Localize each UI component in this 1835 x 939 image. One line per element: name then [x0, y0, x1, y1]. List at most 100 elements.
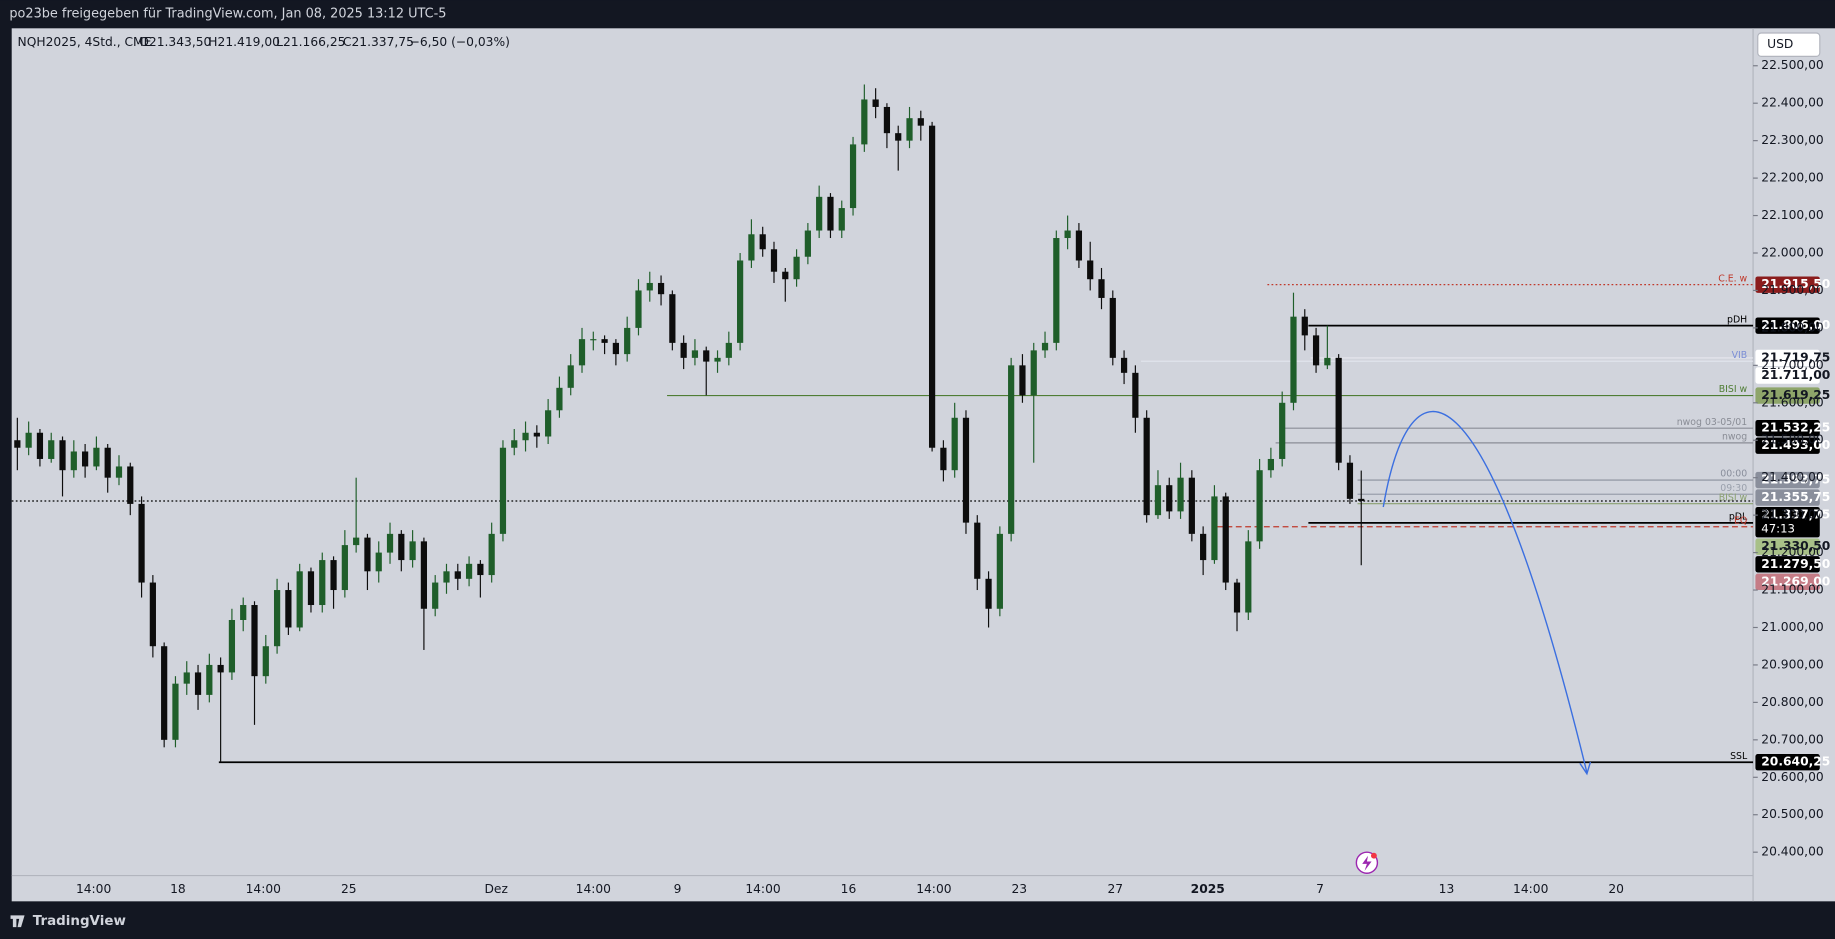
- candle-body: [1064, 230, 1071, 239]
- candle-body: [545, 410, 552, 437]
- share-info: po23be freigegeben für TradingView.com, …: [9, 7, 446, 22]
- candle-body: [1154, 485, 1162, 516]
- price-tag-label: 21.915,50: [1761, 277, 1830, 291]
- y-tick-label: 21.500,00: [1761, 433, 1823, 447]
- y-tick-label: 20.500,00: [1761, 807, 1823, 821]
- candle-body: [14, 440, 21, 448]
- candle-body: [895, 133, 902, 141]
- candle-body: [183, 672, 190, 684]
- y-tick-label: 21.000,00: [1761, 620, 1823, 634]
- y-tick-label: 22.500,00: [1761, 58, 1823, 72]
- countdown: 47:13: [1761, 522, 1795, 536]
- candle-body: [951, 417, 958, 471]
- levels-layer: C.E. w pDH VIB BISI w nwog 03-05/01 nwog 00:00…: [11, 273, 1754, 764]
- candle-body: [1267, 458, 1275, 471]
- candle-body: [1358, 498, 1365, 502]
- candle-body: [691, 350, 699, 358]
- candle-body: [646, 282, 653, 291]
- level-name: 00:00: [1720, 469, 1747, 480]
- candle-body: [748, 234, 755, 261]
- candle-body: [522, 432, 529, 441]
- price-tag: [1755, 367, 1820, 384]
- candle-body: [1256, 470, 1263, 542]
- candle-body: [262, 646, 269, 677]
- candle-body: [82, 451, 89, 467]
- price-tag: [1755, 538, 1820, 555]
- candle-body: [1335, 357, 1342, 463]
- candle-body: [962, 417, 970, 523]
- level-name: BISI w: [1719, 384, 1748, 395]
- candle-body: [36, 432, 44, 459]
- candle-body: [612, 342, 619, 355]
- candle-body: [849, 144, 857, 209]
- y-tick-label: 21.100,00: [1761, 583, 1823, 597]
- high: H21.419,00: [208, 35, 280, 49]
- candle-body: [330, 560, 337, 591]
- y-tick-label: 21.300,00: [1761, 508, 1823, 522]
- candles-layer: [14, 84, 1365, 763]
- candle-body: [251, 605, 258, 677]
- candle-body: [1132, 372, 1139, 418]
- candle-body: [273, 590, 281, 647]
- y-tick-label: 22.200,00: [1761, 171, 1823, 185]
- x-tick-label: 13: [1439, 882, 1455, 896]
- price-tag-label: 20.640,25: [1761, 755, 1830, 769]
- price-tag-label: 21.355,75: [1761, 490, 1830, 504]
- alert-dot: [1370, 852, 1377, 859]
- x-tick-label: 14:00: [576, 882, 611, 896]
- candle-body: [1143, 417, 1150, 516]
- x-tick-label: 14:00: [246, 882, 281, 896]
- candle-body: [115, 466, 123, 478]
- candle-body: [1120, 357, 1128, 373]
- candle-body: [240, 605, 247, 620]
- candle-body: [353, 537, 360, 546]
- candle-body: [499, 447, 507, 534]
- x-tick-label: 20: [1608, 882, 1624, 896]
- y-tick-label: 20.800,00: [1761, 695, 1823, 709]
- level-name: pDL: [1729, 511, 1748, 522]
- candle-body: [341, 545, 348, 591]
- candle-body: [793, 256, 800, 280]
- price-tag-label: 21.493,00: [1761, 438, 1830, 452]
- candle-body: [1222, 496, 1229, 583]
- candle-body: [364, 537, 371, 572]
- candle-body: [409, 541, 416, 561]
- y-tick-label: 21.200,00: [1761, 545, 1823, 559]
- open: O21.343,50: [139, 35, 211, 49]
- y-tick-label: 21.700,00: [1761, 358, 1823, 372]
- x-tick-label: 9: [674, 882, 682, 896]
- candle-body: [375, 552, 382, 572]
- legend: NQH2025, 4Std., CME O21.343,50 H21.419,0…: [18, 35, 510, 49]
- candle-body: [1233, 582, 1241, 613]
- candle-body: [194, 672, 202, 695]
- candle-body: [725, 342, 732, 358]
- candle-body: [477, 563, 484, 576]
- candle-body: [1019, 365, 1026, 396]
- y-tick-label: 20.600,00: [1761, 770, 1823, 784]
- candle-body: [827, 196, 834, 231]
- price-tag: [1755, 489, 1820, 506]
- candle-body: [556, 387, 563, 411]
- x-tick-label: 14:00: [916, 882, 951, 896]
- price-tag-label: 21.719,75: [1761, 350, 1830, 364]
- currency-button[interactable]: [1757, 32, 1821, 57]
- candle-body: [940, 447, 947, 471]
- candle-body: [127, 466, 134, 504]
- candle-body: [838, 208, 845, 231]
- y-tick-label: 21.600,00: [1761, 395, 1823, 409]
- price-tag-label: 21.806,00: [1761, 318, 1830, 332]
- candle-body: [1312, 335, 1320, 366]
- candle-body: [217, 664, 224, 673]
- level-name: SSL: [1730, 751, 1748, 762]
- currency: USD: [1767, 37, 1793, 51]
- candle-body: [680, 342, 687, 358]
- candle-body: [1098, 279, 1105, 298]
- candle-body: [1109, 297, 1116, 358]
- x-tick-label: 25: [341, 882, 357, 896]
- candle-body: [1188, 477, 1195, 534]
- candle-body: [804, 230, 811, 257]
- price-tag-label: 21.337,75: [1761, 508, 1830, 522]
- y-tick-label: 22.100,00: [1761, 208, 1823, 222]
- projection-arrow: [1579, 761, 1592, 776]
- candle-body: [172, 683, 179, 740]
